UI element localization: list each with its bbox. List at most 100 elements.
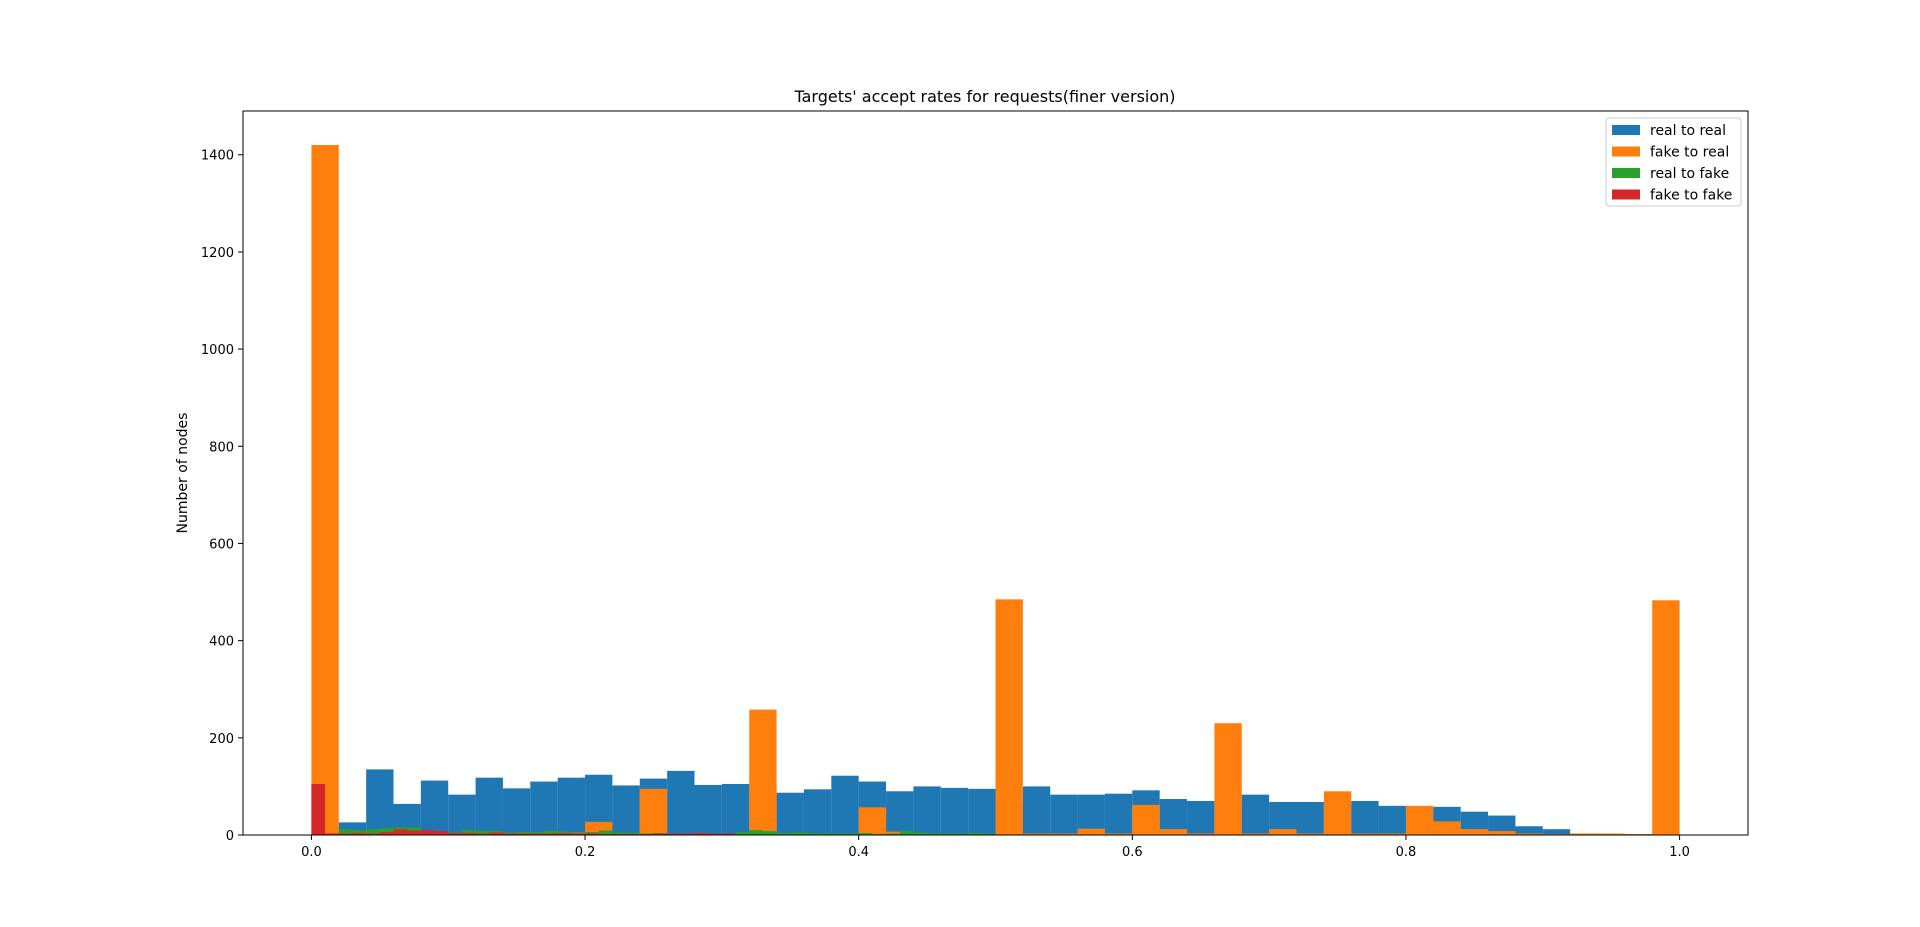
bar bbox=[927, 833, 941, 835]
legend: real to real fake to real real to fake fake… bbox=[1605, 117, 1742, 207]
bar bbox=[489, 832, 503, 835]
bar bbox=[1323, 791, 1352, 835]
x-tick-label: 0.6 bbox=[1122, 845, 1143, 860]
bar bbox=[1050, 794, 1078, 835]
axes: 0.0 0.2 0.4 0.6 0.8 1.0 0 200 400 600 800 1000 1200 1… bbox=[201, 110, 1749, 860]
bar bbox=[461, 833, 476, 835]
bar bbox=[1515, 826, 1543, 835]
bar bbox=[434, 831, 449, 835]
y-tick-label: 1000 bbox=[201, 343, 234, 358]
x-tick-label: 0.2 bbox=[575, 845, 596, 860]
x-tick-label: 0.0 bbox=[301, 845, 322, 860]
bar bbox=[598, 830, 613, 835]
bar bbox=[1405, 805, 1434, 835]
bar bbox=[379, 828, 394, 835]
bar bbox=[1542, 829, 1571, 835]
bar bbox=[1460, 829, 1489, 835]
bar bbox=[530, 781, 558, 835]
bar bbox=[1296, 833, 1324, 835]
bar bbox=[1132, 804, 1160, 835]
bar bbox=[1488, 815, 1516, 835]
legend-label: fake to real bbox=[1650, 145, 1729, 161]
bar bbox=[325, 833, 339, 835]
chart-title: Targets' accept rates for requests(finer… bbox=[793, 87, 1175, 106]
y-tick-label: 1200 bbox=[201, 246, 234, 261]
bar bbox=[940, 787, 969, 835]
bar bbox=[1214, 723, 1242, 835]
bar bbox=[379, 832, 394, 835]
bar bbox=[1050, 833, 1078, 835]
y-tick-label: 600 bbox=[209, 537, 234, 552]
y-axis-label: Number of nodes bbox=[175, 413, 191, 534]
bar bbox=[502, 833, 517, 835]
bar bbox=[762, 831, 777, 835]
bar bbox=[954, 833, 969, 835]
x-tick-label: 0.8 bbox=[1396, 845, 1417, 860]
bar bbox=[612, 785, 640, 835]
bar bbox=[1241, 833, 1270, 835]
series-fake-to-fake bbox=[311, 783, 736, 835]
bar bbox=[968, 833, 982, 835]
bar bbox=[502, 788, 531, 835]
bar bbox=[612, 832, 627, 835]
bar bbox=[708, 833, 722, 835]
bar bbox=[721, 833, 736, 835]
bar bbox=[653, 833, 668, 835]
bar bbox=[1269, 829, 1297, 835]
bar bbox=[338, 829, 353, 835]
bar bbox=[1104, 793, 1133, 835]
bar bbox=[1351, 833, 1379, 835]
bar bbox=[544, 833, 558, 835]
bar bbox=[1241, 794, 1270, 835]
bar bbox=[899, 831, 914, 835]
legend-label: real to fake bbox=[1650, 166, 1729, 182]
bar bbox=[1104, 833, 1133, 835]
bar bbox=[338, 833, 353, 835]
y-tick-label: 400 bbox=[209, 635, 234, 650]
bar bbox=[1159, 799, 1188, 835]
bar bbox=[831, 833, 845, 835]
bar bbox=[366, 833, 380, 835]
bar bbox=[393, 829, 408, 835]
bar bbox=[530, 833, 544, 835]
bar bbox=[790, 832, 804, 835]
axes-frame bbox=[242, 110, 1749, 836]
bar bbox=[407, 830, 421, 835]
bar bbox=[557, 833, 572, 835]
bar bbox=[1488, 831, 1516, 835]
bar bbox=[721, 783, 750, 835]
bar bbox=[817, 833, 832, 835]
y-tick-label: 200 bbox=[209, 732, 234, 747]
bar bbox=[1378, 833, 1406, 835]
bar bbox=[749, 830, 763, 835]
bar bbox=[516, 833, 531, 835]
bar bbox=[1433, 821, 1461, 835]
bar bbox=[352, 830, 367, 835]
bar bbox=[1077, 828, 1105, 835]
bar bbox=[311, 783, 326, 835]
bar bbox=[544, 831, 558, 835]
bar bbox=[366, 769, 394, 835]
bar bbox=[776, 833, 791, 835]
bar bbox=[981, 833, 996, 835]
x-tick-label: 0.4 bbox=[848, 845, 869, 860]
bar bbox=[1296, 801, 1324, 835]
bar bbox=[475, 777, 503, 835]
bar bbox=[680, 833, 695, 835]
legend-swatch bbox=[1612, 168, 1640, 178]
bar bbox=[913, 786, 941, 835]
bar bbox=[585, 833, 599, 835]
bar bbox=[667, 770, 695, 835]
bar bbox=[995, 599, 1023, 835]
bar bbox=[475, 833, 490, 835]
y-tick-label: 800 bbox=[209, 440, 234, 455]
bar bbox=[420, 780, 449, 835]
bar bbox=[448, 833, 462, 835]
legend-swatch bbox=[1612, 125, 1640, 135]
bar bbox=[694, 784, 722, 835]
bar bbox=[1022, 786, 1051, 835]
legend-label: real to real bbox=[1650, 123, 1726, 139]
bar bbox=[352, 833, 367, 835]
plot-area bbox=[311, 145, 1680, 835]
